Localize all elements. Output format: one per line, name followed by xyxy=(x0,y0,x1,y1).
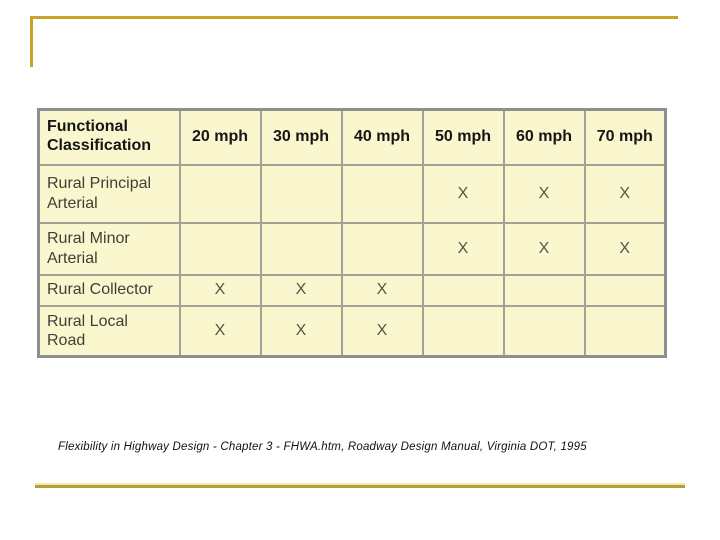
mark-cell xyxy=(259,221,343,276)
column-header-70mph: 70 mph xyxy=(583,108,667,166)
row-label: Rural Minor Arterial xyxy=(37,221,181,276)
footer-divider-line xyxy=(35,483,685,488)
column-header-20mph: 20 mph xyxy=(178,108,262,166)
table-row-rural-minor-arterial: Rural Minor Arterial X X X xyxy=(37,221,667,276)
row-label: Rural Local Road xyxy=(37,304,181,358)
mark-cell: X xyxy=(340,304,424,358)
mark-cell xyxy=(178,221,262,276)
row-label: Rural Collector xyxy=(37,273,181,307)
mark-cell xyxy=(421,304,505,358)
mark-cell xyxy=(178,163,262,224)
column-header-30mph: 30 mph xyxy=(259,108,343,166)
table-row-rural-local-road: Rural Local Road X X X xyxy=(37,304,667,358)
column-header-40mph: 40 mph xyxy=(340,108,424,166)
mark-cell xyxy=(340,163,424,224)
table-row-rural-principal-arterial: Rural Principal Arterial X X X xyxy=(37,163,667,224)
design-speed-table-container: Functional Classification 20 mph 30 mph … xyxy=(37,108,667,358)
mark-cell: X xyxy=(178,304,262,358)
mark-cell xyxy=(583,273,667,307)
mark-cell: X xyxy=(259,304,343,358)
mark-cell xyxy=(259,163,343,224)
mark-cell xyxy=(421,273,505,307)
mark-cell: X xyxy=(421,221,505,276)
mark-cell: X xyxy=(583,163,667,224)
table-row-rural-collector: Rural Collector X X X xyxy=(37,273,667,307)
mark-cell: X xyxy=(340,273,424,307)
mark-cell: X xyxy=(583,221,667,276)
table-header-row: Functional Classification 20 mph 30 mph … xyxy=(37,108,667,166)
design-speed-table: Functional Classification 20 mph 30 mph … xyxy=(37,108,667,358)
column-header-50mph: 50 mph xyxy=(421,108,505,166)
mark-cell: X xyxy=(502,163,586,224)
mark-cell: X xyxy=(259,273,343,307)
mark-cell: X xyxy=(178,273,262,307)
mark-cell xyxy=(502,304,586,358)
row-label: Rural Principal Arterial xyxy=(37,163,181,224)
source-caption: Flexibility in Highway Design - Chapter … xyxy=(58,441,587,453)
mark-cell xyxy=(340,221,424,276)
column-header-functional-classification: Functional Classification xyxy=(37,108,181,166)
title-accent-vertical-line xyxy=(30,16,33,67)
mark-cell: X xyxy=(502,221,586,276)
column-header-60mph: 60 mph xyxy=(502,108,586,166)
mark-cell xyxy=(583,304,667,358)
mark-cell xyxy=(502,273,586,307)
title-accent-horizontal-line xyxy=(30,16,678,19)
mark-cell: X xyxy=(421,163,505,224)
